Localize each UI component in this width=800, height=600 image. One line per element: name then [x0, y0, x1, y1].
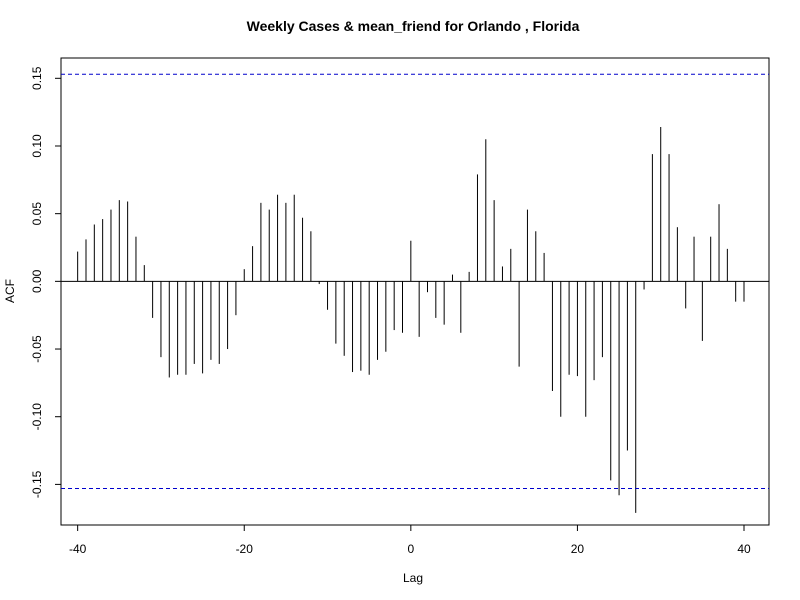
- y-tick-label: 0.15: [30, 66, 44, 90]
- y-tick-label: 0.00: [30, 269, 44, 293]
- acf-bars: [77, 127, 745, 513]
- x-axis-label: Lag: [403, 571, 423, 585]
- y-tick-label: 0.05: [30, 202, 44, 226]
- y-tick-label: 0.10: [30, 134, 44, 158]
- chart-title: Weekly Cases & mean_friend for Orlando ,…: [247, 18, 580, 34]
- y-axis-label: ACF: [3, 279, 17, 303]
- x-axis: -40 -20 0 20 40: [69, 524, 751, 556]
- x-tick-label: 40: [737, 542, 751, 556]
- x-tick-label: 20: [571, 542, 585, 556]
- y-tick-label: -0.10: [30, 403, 44, 431]
- x-tick-label: -40: [69, 542, 87, 556]
- y-tick-label: -0.05: [30, 335, 44, 363]
- x-tick-label: -20: [236, 542, 254, 556]
- y-axis: -0.15 -0.10 -0.05 0.00 0.05 0.10 0.15: [30, 66, 62, 498]
- x-tick-label: 0: [407, 542, 414, 556]
- y-tick-label: -0.15: [30, 470, 44, 498]
- plot-frame: [60, 57, 770, 526]
